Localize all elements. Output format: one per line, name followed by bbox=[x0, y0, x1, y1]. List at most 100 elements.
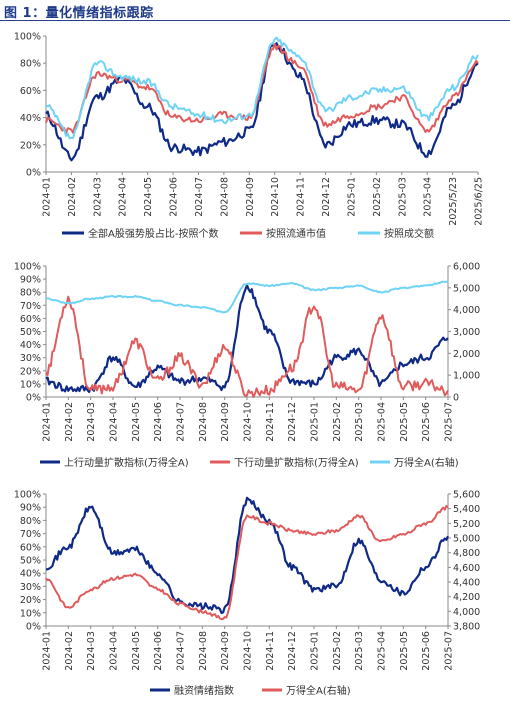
y-tick-label: 80% bbox=[20, 59, 41, 70]
y-tick-label: 40% bbox=[20, 569, 41, 580]
y2-tick-label: 5,000 bbox=[453, 283, 480, 294]
x-tick-label: 2025-03 bbox=[354, 402, 365, 442]
x-tick-label: 2025-01 bbox=[310, 631, 321, 671]
series-line-2 bbox=[46, 297, 448, 397]
x-tick-label: 2024-08 bbox=[198, 402, 209, 442]
x-tick-label: 2024-01 bbox=[42, 402, 53, 442]
y2-tick-label: 4,800 bbox=[453, 548, 480, 559]
x-tick-label: 2024-02 bbox=[64, 631, 75, 671]
chart-3: 0%10%20%30%40%50%60%70%80%90%100%3,8004,… bbox=[14, 490, 480, 698]
x-tick-label: 2024-12 bbox=[287, 402, 298, 442]
chart-2: 0%10%20%30%40%50%60%70%80%90%100%01,0002… bbox=[14, 262, 480, 470]
y2-tick-label: 0 bbox=[453, 393, 459, 404]
x-tick-label: 2024-06 bbox=[169, 177, 180, 217]
x-tick-label: 2024-11 bbox=[265, 402, 276, 442]
y-tick-label: 30% bbox=[20, 582, 41, 593]
x-tick-label: 2025/5/23 bbox=[448, 177, 459, 226]
y-tick-label: 20% bbox=[20, 366, 41, 377]
x-tick-label: 2024-04 bbox=[109, 631, 120, 671]
x-tick-label: 2024-03 bbox=[86, 402, 97, 442]
x-tick-label: 2024-04 bbox=[109, 402, 120, 442]
y-tick-label: 100% bbox=[14, 490, 41, 501]
series-line-1 bbox=[46, 285, 448, 392]
x-tick-label: 2024-03 bbox=[86, 631, 97, 671]
legend-label: 融资情绪指数 bbox=[174, 684, 234, 697]
x-tick-label: 2025-05 bbox=[399, 631, 410, 671]
y-tick-label: 20% bbox=[20, 595, 41, 606]
x-tick-label: 2024-09 bbox=[220, 402, 231, 442]
x-tick-label: 2024-10 bbox=[270, 177, 281, 217]
y2-tick-label: 5,600 bbox=[453, 490, 480, 501]
y2-tick-label: 4,200 bbox=[453, 592, 480, 603]
y-tick-label: 90% bbox=[20, 503, 41, 514]
x-tick-label: 2025-03 bbox=[397, 177, 408, 217]
chart-1: 0%20%40%60%80%100%2024-012024-022024-032… bbox=[14, 32, 485, 241]
x-tick-label: 2024-06 bbox=[153, 402, 164, 442]
y2-tick-label: 1,000 bbox=[453, 371, 480, 382]
x-tick-label: 2025-07 bbox=[444, 402, 455, 442]
y-tick-label: 50% bbox=[20, 556, 41, 567]
x-tick-label: 2024-10 bbox=[243, 631, 254, 671]
x-tick-label: 2024-12 bbox=[321, 177, 332, 217]
x-tick-label: 2024-11 bbox=[296, 177, 307, 217]
y2-tick-label: 5,400 bbox=[453, 504, 480, 515]
legend-label: 万得全A(右轴) bbox=[286, 684, 351, 697]
x-tick-label: 2024-05 bbox=[131, 402, 142, 442]
y-tick-label: 100% bbox=[14, 262, 41, 273]
y2-tick-label: 5,000 bbox=[453, 534, 480, 545]
x-tick-label: 2024-02 bbox=[64, 402, 75, 442]
y-tick-label: 90% bbox=[20, 275, 41, 286]
x-tick-label: 2024-07 bbox=[176, 631, 187, 671]
x-tick-label: 2024-02 bbox=[67, 177, 78, 217]
x-tick-label: 2025-03 bbox=[354, 631, 365, 671]
y-tick-label: 20% bbox=[20, 140, 41, 151]
x-tick-label: 2024-08 bbox=[219, 177, 230, 217]
x-tick-label: 2024-07 bbox=[194, 177, 205, 217]
x-tick-label: 2025-04 bbox=[377, 402, 388, 442]
y2-tick-label: 3,000 bbox=[453, 327, 480, 338]
y2-tick-label: 6,000 bbox=[453, 262, 480, 273]
x-tick-label: 2024-10 bbox=[243, 402, 254, 442]
y2-tick-label: 4,000 bbox=[453, 305, 480, 316]
y2-tick-label: 4,400 bbox=[453, 578, 480, 589]
y-tick-label: 50% bbox=[20, 327, 41, 338]
x-tick-label: 2025-02 bbox=[372, 177, 383, 217]
legend-label: 上行动量扩散指标(万得全A) bbox=[64, 456, 189, 469]
y-tick-label: 0% bbox=[26, 622, 41, 633]
x-tick-label: 2025-04 bbox=[377, 631, 388, 671]
x-tick-label: 2024-05 bbox=[143, 177, 154, 217]
legend-label: 下行动量扩散指标(万得全A) bbox=[234, 456, 359, 469]
legend-label: 全部A股强势股占比-按照个数 bbox=[88, 227, 218, 240]
x-tick-label: 2024-03 bbox=[92, 177, 103, 217]
y-tick-label: 70% bbox=[20, 529, 41, 540]
y-tick-label: 100% bbox=[14, 32, 41, 43]
y2-tick-label: 2,000 bbox=[453, 349, 480, 360]
y2-tick-label: 4,000 bbox=[453, 607, 480, 618]
x-tick-label: 2024-11 bbox=[265, 631, 276, 671]
y-tick-label: 60% bbox=[20, 542, 41, 553]
legend-label: 按照流通市值 bbox=[266, 227, 326, 240]
y-tick-label: 60% bbox=[20, 86, 41, 97]
x-tick-label: 2024-06 bbox=[153, 631, 164, 671]
x-tick-label: 2024-12 bbox=[287, 631, 298, 671]
x-tick-label: 2024-01 bbox=[42, 177, 53, 217]
x-tick-label: 2024-07 bbox=[176, 402, 187, 442]
y2-tick-label: 5,200 bbox=[453, 519, 480, 530]
x-tick-label: 2025-06 bbox=[421, 631, 432, 671]
y-tick-label: 80% bbox=[20, 516, 41, 527]
x-tick-label: 2024-04 bbox=[118, 177, 129, 217]
x-tick-label: 2025-07 bbox=[444, 631, 455, 671]
x-tick-label: 2024-01 bbox=[42, 631, 53, 671]
y-tick-label: 10% bbox=[20, 608, 41, 619]
y-tick-label: 80% bbox=[20, 288, 41, 299]
x-tick-label: 2024-08 bbox=[198, 631, 209, 671]
y-tick-label: 0% bbox=[26, 168, 41, 179]
legend-label: 按照成交额 bbox=[384, 227, 434, 240]
y-tick-label: 10% bbox=[20, 379, 41, 390]
series-line-2 bbox=[46, 506, 448, 619]
x-tick-label: 2025-01 bbox=[346, 177, 357, 217]
y2-tick-label: 4,600 bbox=[453, 563, 480, 574]
x-tick-label: 2025-01 bbox=[310, 402, 321, 442]
legend-label: 万得全A(右轴) bbox=[394, 456, 459, 469]
